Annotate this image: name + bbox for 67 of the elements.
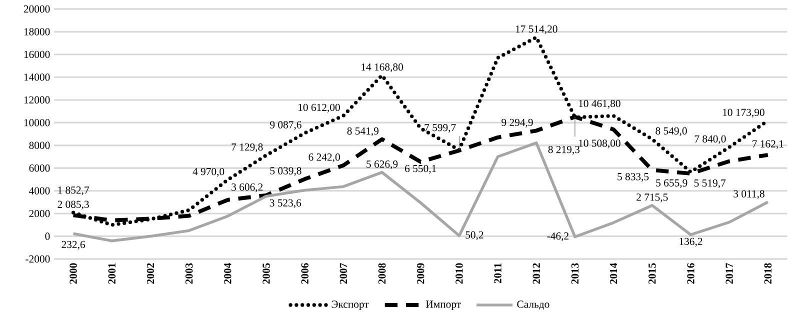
data-label: 2 085,3 <box>58 200 89 210</box>
x-tick-label: 2012 <box>532 263 540 284</box>
y-tick-label: 6000 <box>29 164 50 172</box>
x-tick-label: 2015 <box>648 263 656 284</box>
y-tick-label: 16000 <box>24 50 50 58</box>
x-tick-label: 2013 <box>571 263 579 284</box>
data-label: 10 173,90 <box>723 108 764 118</box>
data-label: 5 039,8 <box>270 167 302 176</box>
x-tick-label: 2006 <box>301 263 308 284</box>
x-tick-label: 2002 <box>146 263 154 284</box>
x-tick-label: 2009 <box>416 263 424 284</box>
x-tick-label: 2008 <box>378 263 386 284</box>
data-label: 136,2 <box>680 238 702 247</box>
y-tick-label: 18000 <box>24 28 50 36</box>
x-tick-label: 2004 <box>224 263 232 284</box>
data-label: 10 508,00 <box>579 140 620 148</box>
data-label: 8 219,3 <box>548 146 580 155</box>
y-tick-label: 20000 <box>24 5 50 13</box>
data-label: 17 514,20 <box>516 25 558 34</box>
data-label: 4 970,0 <box>192 168 224 177</box>
data-label: 14 168,80 <box>362 63 403 72</box>
legend-label: Экспорт <box>332 300 369 310</box>
x-tick-label: 2003 <box>185 263 193 284</box>
data-label: 6 550,1 <box>405 164 436 174</box>
x-tick-label: 2005 <box>262 263 270 284</box>
data-label: -46,2 <box>547 232 568 242</box>
data-label: 3 011,8 <box>734 190 764 199</box>
x-tick-label: 2011 <box>494 263 502 284</box>
legend-label: Импорт <box>426 300 461 310</box>
y-tick-label: 10000 <box>24 119 50 126</box>
y-tick-label: 8000 <box>29 142 50 149</box>
data-label: 9 294,9 <box>502 118 533 128</box>
data-label: 5 626,9 <box>366 160 398 170</box>
data-label: 8 549,0 <box>656 127 687 136</box>
data-label: 5 519,7 <box>694 179 726 188</box>
x-tick-label: 2018 <box>764 263 772 284</box>
data-label: 7 129,8 <box>232 143 263 152</box>
y-tick-label: 2000 <box>29 210 50 218</box>
data-label: 7 599,7 <box>424 124 456 133</box>
data-label: 2 715,5 <box>636 194 668 202</box>
data-label: 5 655,9 <box>656 179 688 188</box>
x-tick-label: 2000 <box>70 263 77 284</box>
x-tick-label: 2010 <box>456 263 463 284</box>
y-tick-label: 4000 <box>28 187 50 194</box>
legend-label: Сальдо <box>517 300 550 310</box>
data-label: 50,2 <box>466 231 484 240</box>
data-label: 6 242,0 <box>308 153 340 162</box>
data-label: 7 840,0 <box>694 135 726 144</box>
x-tick-label: 2014 <box>610 263 618 284</box>
data-label: 3 523,6 <box>270 199 302 208</box>
data-label: 5 833,5 <box>618 173 649 182</box>
x-tick-label: 2001 <box>108 263 116 284</box>
x-tick-label: 2017 <box>726 263 733 284</box>
y-tick-label: -2000 <box>26 255 50 263</box>
y-tick-label: 0 <box>45 232 50 240</box>
y-tick-label: 12000 <box>24 96 50 104</box>
y-tick-label: 14000 <box>24 74 50 81</box>
data-label: 1 852,7 <box>58 186 90 196</box>
data-label: 7 162,1 <box>752 140 784 149</box>
data-label: 9 087,6 <box>270 121 302 130</box>
data-label: 232,6 <box>62 240 86 250</box>
data-label: 10 612,00 <box>298 104 340 113</box>
data-label: 3 606,2 <box>232 183 263 192</box>
data-label: 10 461,80 <box>579 100 620 109</box>
data-label: 8 541,9 <box>347 127 378 136</box>
x-tick-label: 2007 <box>340 263 348 284</box>
x-tick-label: 2016 <box>687 263 694 284</box>
